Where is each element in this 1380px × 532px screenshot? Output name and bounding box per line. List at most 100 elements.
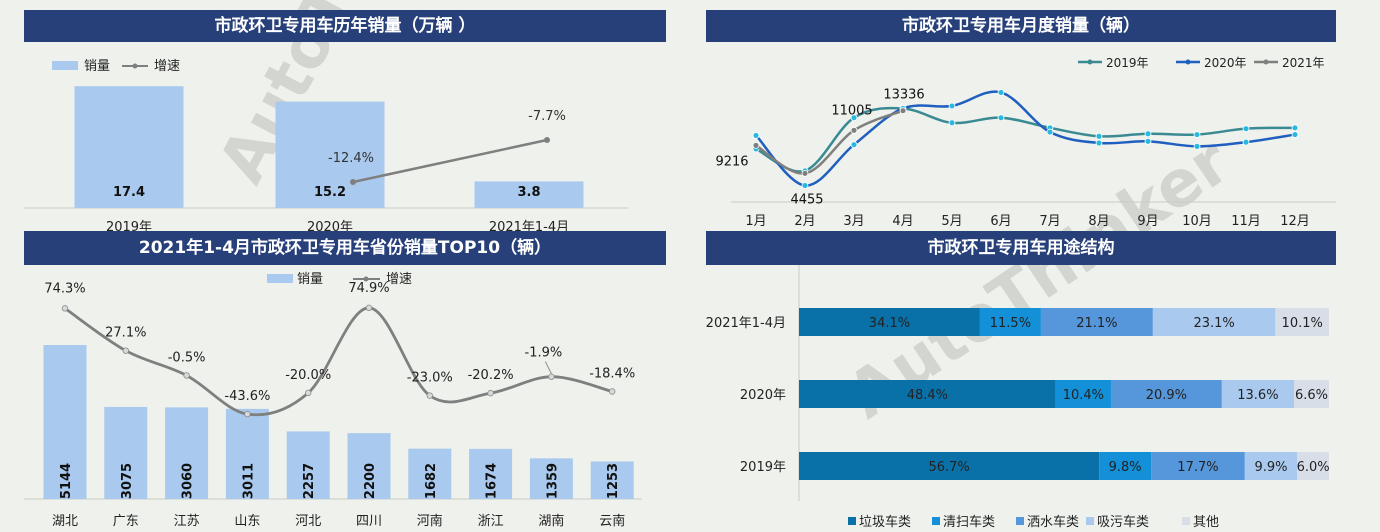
legend-swatch [1182, 517, 1190, 525]
data-point [1291, 124, 1299, 132]
bar-province-sales [286, 431, 330, 499]
y-tick-label: 2021年1-4月 [706, 316, 786, 331]
legend-label-sales: 销量 [84, 59, 110, 74]
growth-line [352, 138, 548, 184]
data-point [1242, 138, 1250, 146]
x-tick-label: 12月 [1280, 214, 1310, 229]
x-tick-label: 湖北 [52, 514, 78, 529]
segment-label: 23.1% [1193, 316, 1234, 331]
data-point [1046, 128, 1054, 136]
x-tick-label: 山东 [234, 514, 260, 529]
bar-province-sales [43, 345, 87, 499]
bar-segment-清扫车类 [1055, 380, 1111, 408]
x-tick-label: 广东 [113, 514, 139, 529]
bar-segment-其他 [1297, 452, 1329, 480]
bar-value-label: 1253 [606, 463, 621, 499]
bar-value-label: 5144 [59, 463, 74, 499]
legend-label-sales: 销量 [297, 272, 323, 287]
legend-label-growth: 增速 [386, 272, 412, 287]
growth-line [64, 306, 613, 417]
segment-label: 56.7% [928, 460, 969, 475]
data-label: 9216 [715, 154, 748, 169]
legend-marker-2019年 [1087, 59, 1093, 65]
bar-value-label: 2200 [363, 463, 378, 499]
data-point [1193, 142, 1201, 150]
segment-label: 11.5% [990, 316, 1031, 331]
segment-label: 20.9% [1146, 388, 1187, 403]
bar-value-label: 3060 [181, 463, 196, 499]
growth-value-label: 74.9% [348, 281, 389, 296]
growth-value-label: 74.3% [44, 281, 85, 296]
growth-marker [183, 372, 190, 379]
segment-label: 9.8% [1109, 460, 1142, 475]
data-point [752, 132, 760, 139]
bar-annual-sales [474, 181, 584, 208]
segment-label: 10.1% [1282, 316, 1323, 331]
x-tick-label: 8月 [1088, 214, 1109, 229]
x-tick-label: 湖南 [538, 513, 564, 529]
bar-province-sales [408, 448, 452, 499]
x-tick-label: 四川 [356, 514, 382, 529]
bar-value-label: 3011 [241, 463, 256, 499]
growth-marker [609, 388, 616, 395]
bar-segment-垃圾车类 [799, 380, 1056, 408]
bar-segment-垃圾车类 [799, 308, 980, 336]
bar-value-label: 1682 [424, 463, 439, 499]
bar-segment-吸污车类 [1221, 380, 1294, 408]
bar-segment-洒水车类 [1151, 452, 1245, 480]
growth-marker [122, 347, 129, 354]
data-label: 11005 [831, 103, 872, 118]
legend-label: 2021年 [1282, 56, 1325, 70]
bar-province-sales [104, 406, 148, 499]
x-tick-label: 9月 [1137, 214, 1158, 229]
growth-value-label: -1.9% [525, 346, 563, 361]
label-leader-line [544, 361, 552, 374]
bar-province-sales [165, 407, 209, 499]
x-tick-label: 5月 [941, 214, 962, 229]
y-tick-label: 2020年 [740, 388, 786, 403]
bar-value-label: 15.2 [314, 185, 346, 200]
usage-chart-title: 市政环卫专用车用途结构 [706, 231, 1336, 265]
legend-swatch [932, 517, 940, 525]
legend-label-growth: 增速 [154, 59, 180, 74]
province-chart-title: 2021年1-4月市政环卫专用车省份销量TOP10（辆） [24, 231, 666, 265]
data-label: 13336 [883, 88, 924, 103]
x-tick-label: 1月 [745, 214, 766, 229]
growth-value-label: -20.2% [468, 368, 514, 383]
growth-marker [426, 392, 433, 399]
data-point [801, 182, 809, 189]
growth-value-label: -7.7% [528, 109, 566, 124]
legend-label: 洒水车类 [1027, 514, 1079, 530]
growth-marker [350, 179, 356, 185]
panel-usage-structure: 市政环卫专用车用途结构 2021年1-4月 34.1% 11.5% 21.1% 23.1… [706, 231, 1336, 531]
bar-value-label: 1674 [485, 463, 500, 499]
bar-annual-sales [275, 101, 385, 208]
data-point [801, 169, 809, 177]
segment-label: 10.4% [1063, 388, 1104, 403]
data-point [1193, 131, 1201, 138]
bar-segment-清扫车类 [979, 308, 1041, 336]
bar-value-label: 17.4 [113, 185, 145, 200]
x-tick-label: 11月 [1231, 214, 1261, 229]
growth-value-label: -43.6% [224, 389, 270, 404]
legend-marker-growth [363, 276, 369, 282]
x-tick-label: 河北 [295, 514, 321, 529]
bar-segment-洒水车类 [1110, 380, 1222, 408]
growth-marker [487, 389, 494, 397]
bar-segment-吸污车类 [1244, 452, 1298, 480]
legend-swatch-sales [267, 274, 293, 283]
bar-province-sales [225, 408, 269, 499]
growth-value-label: -20.0% [285, 368, 331, 383]
data-point [997, 114, 1005, 122]
segment-label: 34.1% [869, 316, 910, 331]
growth-marker [548, 373, 555, 380]
data-point [752, 141, 760, 149]
data-point [899, 107, 907, 115]
legend-label: 2019年 [1106, 56, 1149, 70]
bar-annual-sales [74, 86, 184, 208]
panel-monthly-sales: 市政环卫专用车月度销量（辆） 2019年 2020年 2021年 1月 2月 3月 4月 5月… [706, 10, 1336, 230]
data-point [1095, 132, 1103, 140]
segment-label: 13.6% [1237, 388, 1278, 403]
x-tick-label: 河南 [417, 513, 443, 529]
bar-province-sales [590, 461, 634, 499]
